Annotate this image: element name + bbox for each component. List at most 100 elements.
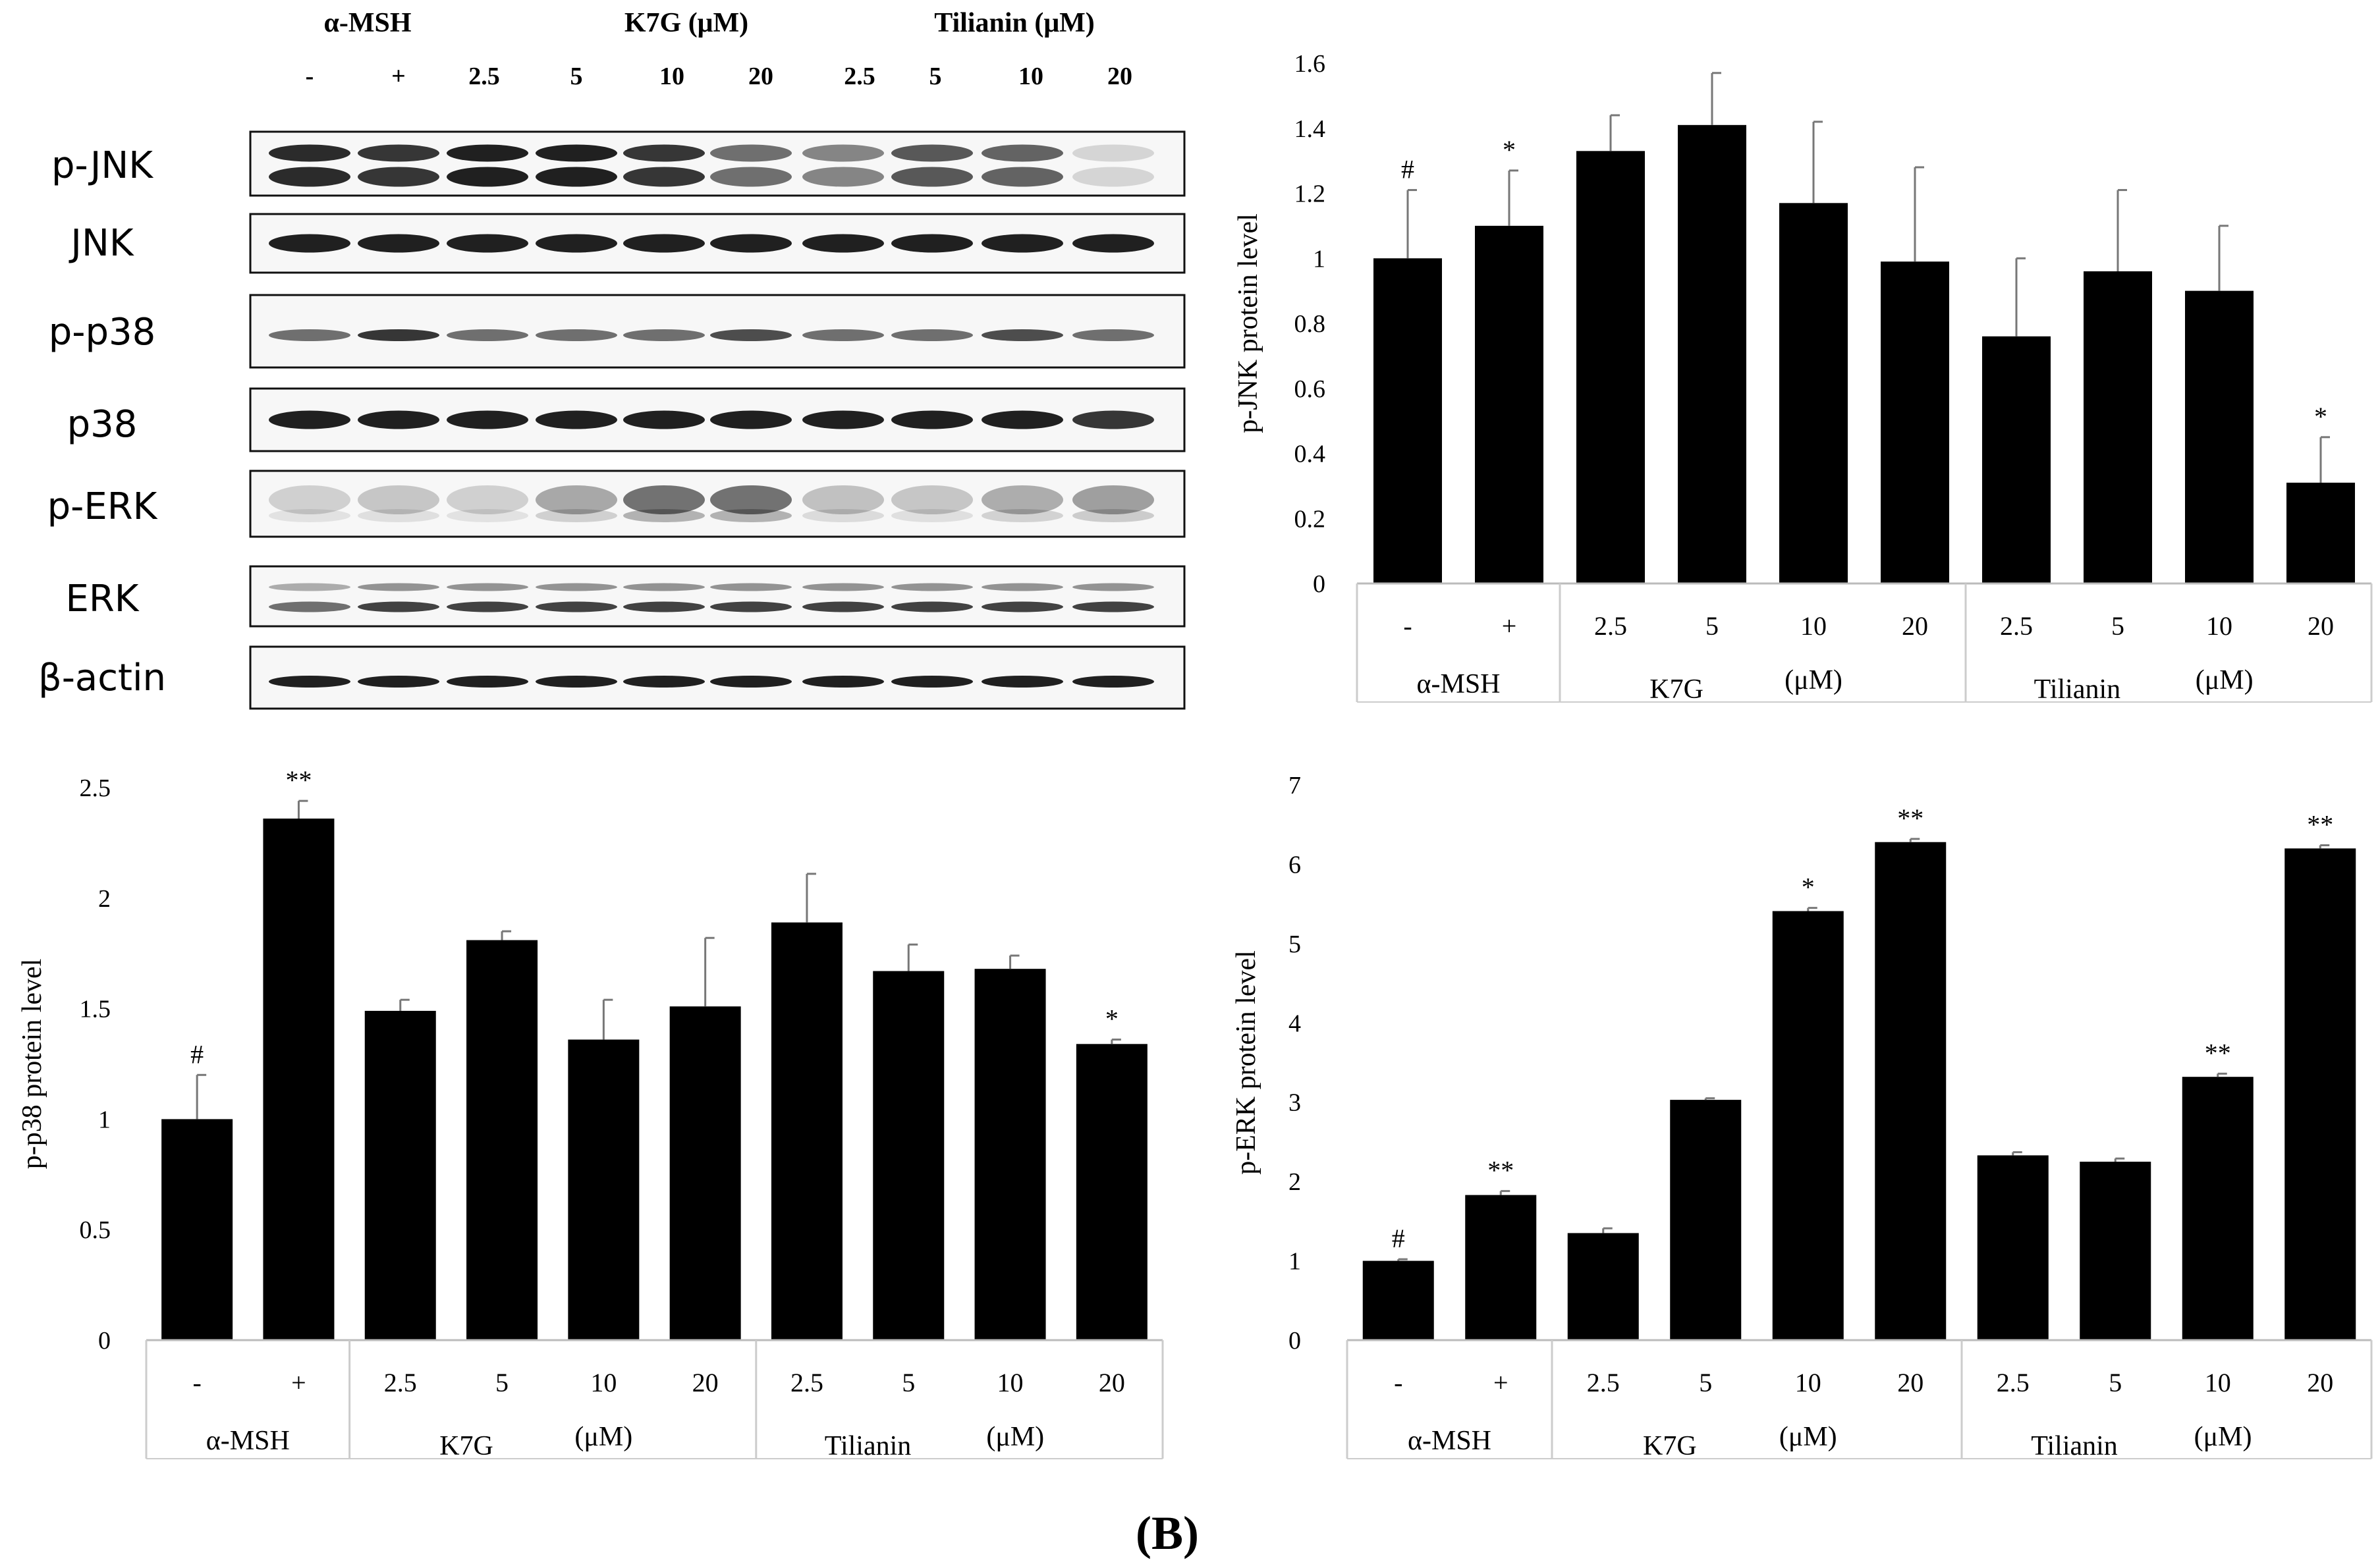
group-label: α-MSH (206, 1426, 290, 1456)
x-tick-label: + (1502, 611, 1517, 641)
blot-band (358, 509, 439, 522)
blot-band (536, 676, 617, 688)
blot-band (802, 601, 884, 612)
x-tick-label: 2.5 (384, 1368, 417, 1397)
x-tick-label: 2.5 (1594, 611, 1627, 641)
blot-group-label-k7g: K7G (μM) (624, 8, 748, 38)
x-tick-label: - (1394, 1368, 1402, 1397)
blot-rows: p-JNK JNK p-p38 p38 p-ERK ERK β-actin (38, 130, 1186, 710)
bar (974, 969, 1046, 1340)
blot-band (1072, 410, 1154, 429)
blot-row: p38 (67, 387, 1186, 452)
blot-lane-label: 2.5 (468, 63, 500, 90)
blot-band (269, 234, 350, 253)
blot-band (447, 485, 528, 514)
blot-lane-label: 10 (1018, 63, 1043, 90)
blot-band (710, 485, 792, 514)
blot-band (536, 410, 617, 429)
bar (1772, 911, 1844, 1340)
bar (1779, 203, 1848, 583)
bar (1465, 1195, 1537, 1340)
blot-band (269, 601, 350, 612)
blot-band (710, 509, 792, 522)
x-tick-label: 10 (997, 1368, 1024, 1397)
blot-band (269, 509, 350, 522)
blot-row: JNK (69, 213, 1186, 274)
blot-band (1072, 485, 1154, 514)
significance-marker: ** (1897, 803, 1923, 833)
bar (1475, 225, 1543, 583)
blot-band (891, 601, 973, 612)
x-tick-label: 2.5 (2000, 611, 2033, 641)
blot-band (623, 676, 705, 688)
bar (568, 1039, 640, 1340)
group-label: α-MSH (1408, 1426, 1491, 1456)
blot-band (269, 676, 350, 688)
blot-band (358, 167, 439, 187)
y-tick-label: 4 (1288, 1010, 1301, 1037)
blot-band (536, 601, 617, 612)
blot-band (358, 601, 439, 612)
blot-band (710, 167, 792, 187)
y-tick-label: 0 (1288, 1327, 1301, 1355)
blot-band (623, 485, 705, 514)
x-tick-label: 5 (1699, 1368, 1712, 1397)
blot-lane-label: + (391, 63, 406, 90)
blot-band (447, 583, 528, 591)
x-tick-label: 10 (2205, 1368, 2231, 1397)
blot-row: p-JNK (51, 130, 1186, 197)
group-label: (μM) (1779, 1422, 1837, 1452)
blot-band (623, 167, 705, 187)
significance-marker: # (190, 1039, 204, 1069)
y-tick-label: 5 (1288, 931, 1301, 958)
x-tick-label: 10 (2206, 611, 2232, 641)
chart-p-erk: 0 1 2 3 4 5 6 7 p-ERK protein level # - ** + 2.5 5 * 10 *… (1231, 772, 2373, 1461)
blot-row: ERK (65, 565, 1186, 628)
blot-band (891, 167, 973, 187)
blot-band (891, 234, 973, 253)
blot-band (1072, 167, 1154, 187)
y-tick-label: 3 (1288, 1089, 1301, 1117)
blot-band (269, 583, 350, 591)
blot-band (536, 167, 617, 187)
bar (1567, 1233, 1639, 1340)
blot-row-label: ERK (65, 578, 139, 620)
bar (263, 818, 335, 1340)
blot-band (269, 329, 350, 341)
blot-band (802, 167, 884, 187)
bar (1875, 842, 1947, 1340)
blot-band (1072, 234, 1154, 253)
significance-marker: ** (285, 765, 312, 795)
blot-lane-label: - (306, 63, 314, 90)
group-label: (μM) (574, 1422, 632, 1452)
blot-band (1072, 509, 1154, 522)
blot-band (891, 144, 973, 162)
y-tick-label: 1 (1288, 1248, 1301, 1276)
blot-band (710, 410, 792, 429)
blot-row: p-p38 (49, 294, 1186, 369)
blot-band (623, 144, 705, 162)
blot-band (710, 676, 792, 688)
group-label: (μM) (2194, 1422, 2252, 1452)
x-tick-label: + (1493, 1368, 1508, 1397)
blot-group-label-tilianin: Tilianin (μM) (934, 8, 1095, 38)
x-tick-label: 20 (1099, 1368, 1125, 1397)
significance-marker: # (1392, 1224, 1405, 1253)
blot-lane-label: 5 (570, 63, 583, 90)
blot-band (891, 329, 973, 341)
y-tick-label: 2 (98, 885, 111, 913)
blot-band (982, 676, 1063, 688)
blot-band (982, 234, 1063, 253)
blot-band (447, 234, 528, 253)
blot-band (536, 329, 617, 341)
bar (2284, 848, 2356, 1340)
y-tick-label: 2 (1288, 1168, 1301, 1196)
bar (161, 1119, 233, 1340)
significance-marker: # (1401, 155, 1414, 184)
blot-lane-label: 20 (748, 63, 773, 90)
x-tick-label: 5 (1705, 611, 1719, 641)
x-tick-label: 5 (495, 1368, 509, 1397)
blot-band (891, 509, 973, 522)
bar (1076, 1044, 1148, 1340)
blot-band (982, 410, 1063, 429)
